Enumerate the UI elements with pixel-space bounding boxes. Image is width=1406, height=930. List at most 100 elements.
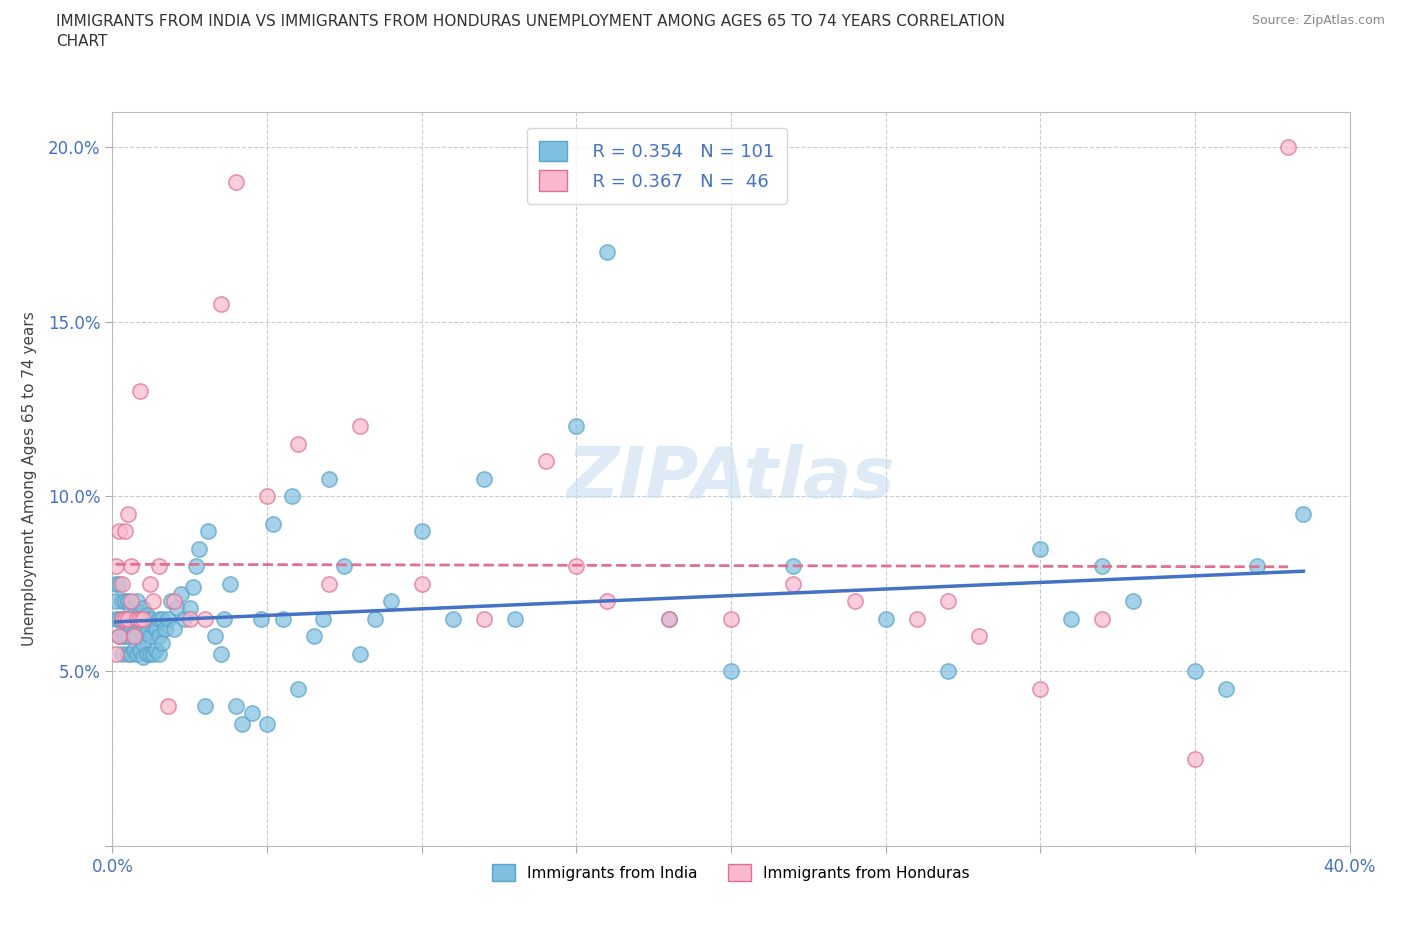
Point bbox=[256, 489, 278, 504]
Point bbox=[122, 643, 145, 658]
Point bbox=[318, 472, 340, 486]
Point bbox=[148, 611, 170, 626]
Point bbox=[117, 611, 139, 626]
Point bbox=[262, 517, 284, 532]
Point bbox=[318, 577, 340, 591]
Point bbox=[142, 618, 165, 633]
Point bbox=[287, 436, 309, 451]
Point bbox=[212, 611, 235, 626]
Point bbox=[209, 646, 232, 661]
Point bbox=[1091, 611, 1114, 626]
Point bbox=[120, 646, 142, 661]
Point bbox=[111, 577, 134, 591]
Point bbox=[117, 646, 139, 661]
Point bbox=[720, 664, 742, 679]
Point bbox=[129, 622, 152, 637]
Point bbox=[197, 524, 219, 538]
Point bbox=[181, 580, 204, 595]
Point bbox=[256, 716, 278, 731]
Point bbox=[231, 716, 253, 731]
Point bbox=[194, 611, 217, 626]
Point bbox=[782, 577, 804, 591]
Point bbox=[107, 524, 129, 538]
Point bbox=[1184, 664, 1206, 679]
Point bbox=[472, 472, 495, 486]
Point bbox=[157, 611, 180, 626]
Point bbox=[127, 611, 149, 626]
Point bbox=[287, 682, 309, 697]
Point bbox=[148, 629, 170, 644]
Point bbox=[148, 559, 170, 574]
Legend: Immigrants from India, Immigrants from Honduras: Immigrants from India, Immigrants from H… bbox=[484, 855, 979, 890]
Point bbox=[225, 174, 247, 189]
Point bbox=[349, 646, 371, 661]
Point bbox=[132, 611, 155, 626]
Point bbox=[111, 611, 134, 626]
Point bbox=[129, 604, 152, 619]
Point bbox=[104, 559, 127, 574]
Point bbox=[720, 611, 742, 626]
Point bbox=[596, 244, 619, 259]
Point bbox=[1060, 611, 1083, 626]
Point bbox=[1029, 541, 1052, 556]
Point bbox=[107, 629, 129, 644]
Point bbox=[349, 419, 371, 434]
Point bbox=[145, 622, 167, 637]
Point bbox=[875, 611, 897, 626]
Point bbox=[157, 699, 180, 714]
Point bbox=[188, 541, 211, 556]
Point bbox=[117, 594, 139, 609]
Point bbox=[117, 611, 139, 626]
Point bbox=[122, 626, 145, 641]
Point bbox=[905, 611, 928, 626]
Point bbox=[135, 608, 157, 623]
Point bbox=[132, 636, 155, 651]
Point bbox=[364, 611, 387, 626]
Point bbox=[271, 611, 294, 626]
Point bbox=[111, 611, 134, 626]
Point bbox=[503, 611, 526, 626]
Point bbox=[658, 611, 681, 626]
Point bbox=[333, 559, 356, 574]
Point bbox=[145, 643, 167, 658]
Point bbox=[104, 611, 127, 626]
Point bbox=[127, 611, 149, 626]
Point bbox=[179, 611, 201, 626]
Point bbox=[150, 636, 173, 651]
Point bbox=[132, 650, 155, 665]
Point bbox=[138, 611, 160, 626]
Point bbox=[380, 594, 402, 609]
Point bbox=[936, 664, 959, 679]
Point bbox=[104, 577, 127, 591]
Point bbox=[129, 611, 152, 626]
Point bbox=[225, 699, 247, 714]
Point bbox=[1292, 507, 1315, 522]
Point bbox=[117, 629, 139, 644]
Point bbox=[135, 626, 157, 641]
Point bbox=[782, 559, 804, 574]
Point bbox=[148, 646, 170, 661]
Point bbox=[132, 618, 155, 633]
Point bbox=[565, 419, 588, 434]
Point bbox=[114, 611, 136, 626]
Point bbox=[411, 577, 433, 591]
Text: Source: ZipAtlas.com: Source: ZipAtlas.com bbox=[1251, 14, 1385, 27]
Point bbox=[142, 594, 165, 609]
Point bbox=[111, 646, 134, 661]
Point bbox=[117, 507, 139, 522]
Point bbox=[114, 611, 136, 626]
Point bbox=[1277, 140, 1299, 154]
Point bbox=[120, 594, 142, 609]
Point bbox=[1184, 751, 1206, 766]
Y-axis label: Unemployment Among Ages 65 to 74 years: Unemployment Among Ages 65 to 74 years bbox=[22, 312, 37, 646]
Point bbox=[127, 646, 149, 661]
Point bbox=[104, 594, 127, 609]
Point bbox=[160, 594, 183, 609]
Point bbox=[120, 601, 142, 616]
Point bbox=[120, 622, 142, 637]
Point bbox=[312, 611, 335, 626]
Point bbox=[138, 629, 160, 644]
Point bbox=[204, 629, 226, 644]
Point bbox=[111, 594, 134, 609]
Point bbox=[184, 559, 207, 574]
